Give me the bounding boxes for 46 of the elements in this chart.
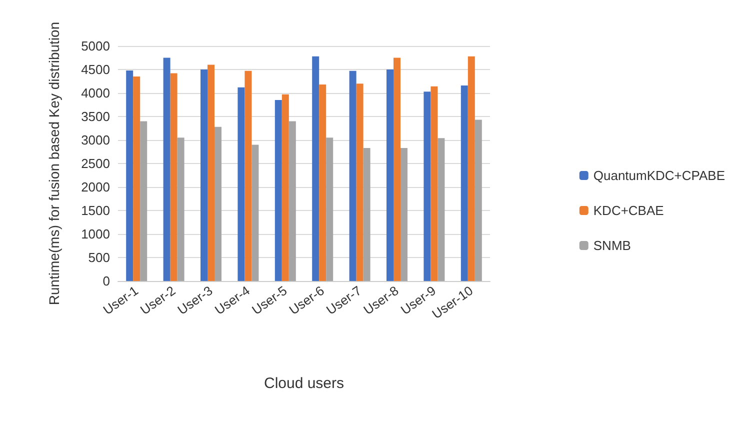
y-tick-label: 3500 xyxy=(81,109,110,124)
bar xyxy=(200,70,208,281)
bar xyxy=(274,100,282,281)
legend-label: QuantumKDC+CPABE xyxy=(593,168,726,183)
x-axis-title: Cloud users xyxy=(264,375,344,392)
y-axis-title: Runtime(ms) for fusion based Key distribution xyxy=(46,22,62,306)
y-tick-label: 4000 xyxy=(81,86,110,100)
bar xyxy=(238,87,245,281)
bar xyxy=(400,148,408,281)
y-tick-label: 5000 xyxy=(81,38,110,54)
bar xyxy=(394,58,400,281)
bar xyxy=(288,121,296,281)
bar xyxy=(177,138,184,281)
y-tick-label: 4500 xyxy=(81,62,110,77)
y-tick-label: 1500 xyxy=(81,203,110,218)
legend-label: KDC+CBAE xyxy=(593,203,664,218)
bar xyxy=(438,138,445,281)
bar xyxy=(326,138,334,281)
bar xyxy=(349,70,356,281)
bar xyxy=(133,76,140,281)
bar xyxy=(430,86,438,281)
bar xyxy=(282,94,289,281)
bar xyxy=(386,70,394,281)
bar xyxy=(312,56,320,281)
bar xyxy=(214,126,222,281)
bar xyxy=(252,144,259,281)
bar xyxy=(126,70,134,281)
bar xyxy=(424,92,431,281)
legend-label: SNMB xyxy=(593,238,631,253)
bar xyxy=(170,73,178,281)
bar xyxy=(468,56,475,281)
bar xyxy=(208,64,214,281)
y-tick-label: 1000 xyxy=(81,226,110,242)
y-tick-label: 2000 xyxy=(81,180,110,194)
y-tick-label: 0 xyxy=(102,274,110,288)
bar xyxy=(474,120,482,281)
y-tick-label: 500 xyxy=(88,250,110,265)
bar xyxy=(163,58,170,281)
bar xyxy=(363,148,370,281)
bar xyxy=(140,121,148,281)
bar xyxy=(356,84,364,281)
bar xyxy=(244,70,252,281)
bar xyxy=(319,84,326,281)
y-tick-label: 2500 xyxy=(81,156,110,171)
y-tick-label: 3000 xyxy=(81,132,110,148)
bar xyxy=(460,85,468,281)
